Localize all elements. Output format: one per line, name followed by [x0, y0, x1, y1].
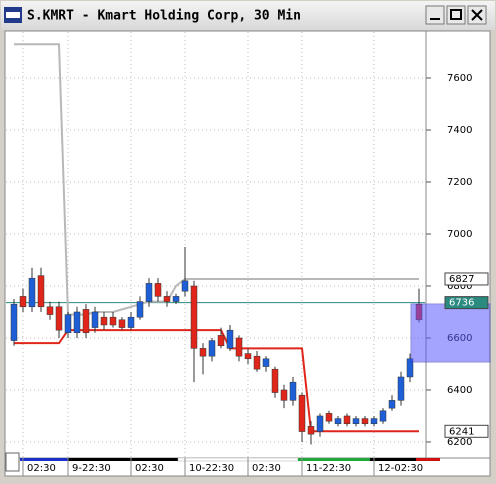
y-tick-label: 6400 [447, 385, 472, 396]
candle-body [82, 309, 90, 334]
candle-body [19, 296, 27, 308]
y-tick-label: 7000 [447, 229, 472, 240]
candle-body [64, 314, 72, 334]
candle-body [10, 303, 18, 341]
candle-body [37, 275, 45, 308]
x-tick-label: 10-22:30 [189, 463, 234, 474]
candle-body [100, 316, 108, 326]
candle-body [46, 306, 54, 315]
candle-body [406, 358, 414, 378]
candle-body [280, 389, 288, 401]
candle-body [271, 368, 279, 393]
candle-body [136, 301, 144, 318]
candle-body [190, 285, 198, 349]
candle-body [307, 426, 315, 435]
candle-body [208, 340, 216, 357]
app-icon [4, 7, 22, 23]
candle-body [91, 311, 99, 328]
x-tick-label: 11-22:30 [306, 463, 351, 474]
candle-body [388, 400, 396, 409]
candle-body [370, 418, 378, 425]
candle-body [217, 335, 225, 347]
candle-body [361, 418, 369, 425]
candle-body [73, 311, 81, 334]
minimize-button[interactable] [425, 5, 445, 25]
candle-body [118, 319, 126, 328]
price-marker [444, 272, 489, 286]
candle-body [379, 410, 387, 422]
scroll-box[interactable] [5, 452, 20, 472]
maximize-button[interactable] [446, 5, 466, 25]
window-title: S.KMRT - Kmart Holding Corp, 30 Min [27, 9, 301, 24]
price-marker-label: 6827 [449, 274, 474, 285]
candle-body [154, 283, 162, 297]
candle-body [127, 316, 135, 328]
candle-body [28, 277, 36, 308]
candle-body [253, 355, 261, 370]
y-tick-label: 7200 [447, 177, 472, 188]
overlay-line [14, 329, 419, 433]
candle-body [325, 413, 333, 422]
candle-body [298, 394, 306, 432]
candle-body [235, 337, 243, 357]
candle-body [334, 418, 342, 425]
candle-body [289, 381, 297, 401]
y-tick-label: 7600 [447, 73, 472, 84]
overlay-line [14, 43, 419, 316]
x-tick-label: 12-02:30 [378, 463, 423, 474]
x-tick-label: 02:30 [252, 463, 281, 474]
candle-body [244, 353, 252, 360]
candle-body [172, 296, 180, 302]
candle-body [262, 358, 270, 367]
candle-body [343, 415, 351, 425]
price-marker [444, 296, 489, 310]
price-marker-label: 6736 [449, 298, 474, 309]
selection-highlight [410, 303, 491, 363]
candle-body [316, 415, 324, 432]
x-tick-label: 02:30 [27, 463, 56, 474]
candle-body [109, 316, 117, 326]
x-tick-label: 02:30 [135, 463, 164, 474]
candle-body [352, 418, 360, 425]
session-bar [20, 457, 440, 462]
candle-body [145, 283, 153, 302]
y-tick-label: 7400 [447, 125, 472, 136]
close-button[interactable] [467, 5, 487, 25]
candle-body [199, 348, 207, 357]
y-tick-label: 6200 [447, 437, 472, 448]
candle-body [397, 376, 405, 401]
candle-body [55, 306, 63, 331]
price-marker-label: 6241 [449, 426, 474, 437]
candle-body [226, 329, 234, 349]
title-bar [1, 1, 495, 30]
y-tick-label: 6800 [447, 281, 472, 292]
price-marker [444, 424, 489, 438]
x-tick-label: 9-22:30 [72, 463, 111, 474]
candle-body [181, 280, 189, 292]
candle-body [163, 296, 171, 302]
